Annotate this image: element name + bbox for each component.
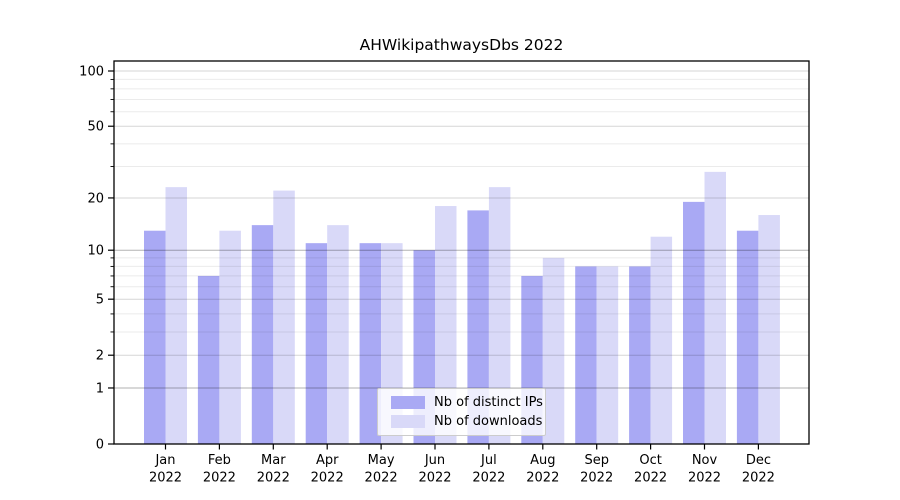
axis-frame (113, 60, 810, 445)
bar-distinct-ips-feb (197, 275, 220, 444)
legend-label-distinct-ips: Nb of distinct IPs (434, 394, 543, 410)
x-tick-label-year: 2022 (257, 471, 290, 486)
bar-downloads-aug (542, 257, 565, 444)
x-tick-label-month: Dec (746, 453, 771, 468)
bar-distinct-ips-apr (305, 243, 328, 444)
x-tick-label-year: 2022 (418, 471, 451, 486)
legend-swatch-distinct-ips (391, 396, 425, 409)
x-tick-label-month: Mar (261, 453, 286, 468)
x-tick-label-month: Sep (584, 453, 609, 468)
x-tick-label-year: 2022 (526, 471, 559, 486)
bar-downloads-jul (488, 187, 511, 445)
bar-downloads-apr (327, 225, 349, 444)
legend-item-downloads: Nb of downloads (391, 413, 545, 429)
legend: Nb of distinct IPs Nb of downloads (377, 388, 546, 436)
bar-distinct-ips-may (359, 243, 382, 444)
x-tick-label-year: 2022 (634, 471, 667, 486)
x-tick-label-year: 2022 (742, 471, 775, 486)
x-tick-label-month: Nov (692, 453, 718, 468)
x-tick-label-year: 2022 (203, 471, 236, 486)
bar-distinct-ips-mar (251, 225, 274, 444)
bar-downloads-oct (650, 236, 673, 444)
y-tick-label: 5 (96, 293, 104, 308)
x-tick-label-month: Oct (639, 453, 661, 468)
y-tick-label: 10 (87, 244, 104, 259)
bar-distinct-ips-nov (683, 201, 705, 444)
y-tick-label: 50 (87, 120, 104, 135)
bar-downloads-feb (219, 230, 241, 444)
bar-distinct-ips-jul (467, 210, 489, 444)
legend-item-distinct-ips: Nb of distinct IPs (391, 394, 545, 410)
bar-downloads-jan (165, 187, 187, 445)
x-tick-label-year: 2022 (688, 471, 721, 486)
y-tick-label: 20 (87, 191, 104, 206)
bar-distinct-ips-dec (736, 230, 759, 444)
x-tick-label-year: 2022 (311, 471, 344, 486)
x-tick-label-month: Jul (480, 453, 497, 468)
x-tick-label-month: Aug (530, 453, 555, 468)
bar-downloads-nov (704, 171, 726, 444)
x-tick-label-year: 2022 (149, 471, 182, 486)
bar-distinct-ips-oct (629, 266, 651, 444)
bar-distinct-ips-jan (144, 230, 166, 444)
bar-downloads-mar (273, 190, 295, 444)
chart-title: AHWikipathwaysDbs 2022 (359, 36, 564, 54)
x-tick-label-month: Feb (208, 453, 231, 468)
x-tick-label-month: May (368, 453, 395, 468)
x-tick-label-year: 2022 (365, 471, 398, 486)
legend-swatch-downloads (391, 415, 425, 428)
y-tick-label: 0 (96, 438, 104, 453)
x-tick-label-year: 2022 (472, 471, 505, 486)
x-tick-label-month: Jun (424, 453, 445, 468)
legend-label-downloads: Nb of downloads (434, 413, 543, 429)
bar-downloads-dec (758, 215, 780, 444)
y-tick-label: 1 (96, 381, 104, 396)
x-tick-label-year: 2022 (580, 471, 613, 486)
y-tick-label: 2 (96, 349, 104, 364)
bar-downloads-jun (435, 206, 457, 444)
bar-downloads-sep (596, 266, 619, 444)
x-tick-label-month: Jan (154, 453, 175, 468)
x-tick-label-month: Apr (316, 453, 339, 468)
y-tick-label: 100 (79, 65, 104, 80)
bar-distinct-ips-sep (575, 266, 597, 444)
